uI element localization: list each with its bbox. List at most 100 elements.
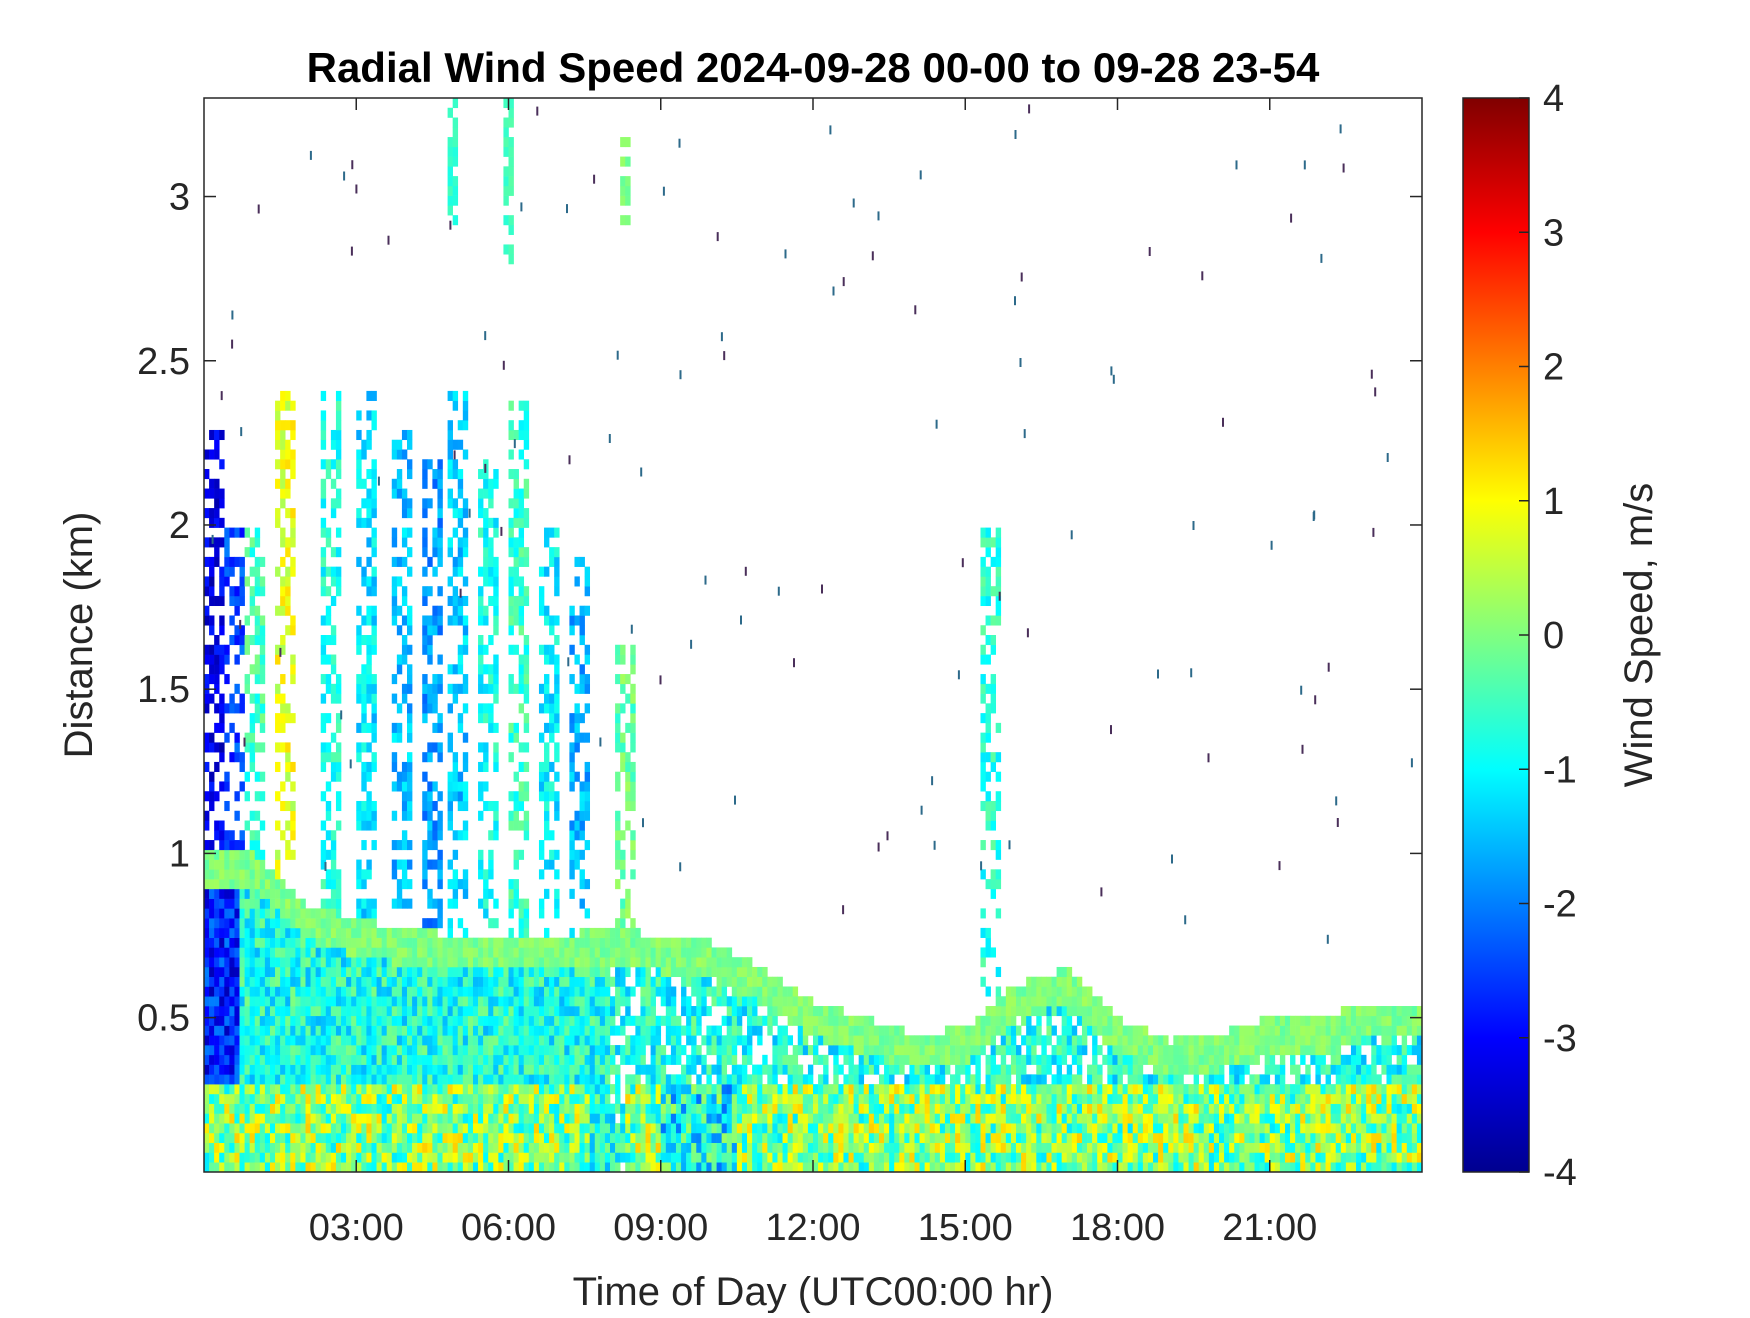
heat-cell (635, 937, 641, 948)
heat-cell (620, 908, 626, 919)
heat-cell (462, 976, 469, 987)
heat-cell (772, 1093, 778, 1104)
heat-cell (747, 1025, 753, 1036)
heat-cell (422, 918, 428, 929)
heat-cell (554, 898, 560, 909)
heat-cell (462, 1093, 469, 1104)
heat-cell (330, 830, 337, 841)
heat-cell (554, 703, 560, 714)
heat-cell (432, 976, 438, 987)
heat-cell (599, 1162, 606, 1172)
heat-cell (579, 820, 585, 831)
heat-cell (559, 1162, 565, 1172)
heat-cell (335, 1123, 342, 1134)
heat-cell (310, 1025, 316, 1036)
heat-cell (407, 761, 413, 772)
heat-cell (985, 722, 991, 733)
heat-cell (275, 742, 281, 753)
heat-cell (432, 1025, 438, 1036)
heat-cell (660, 937, 667, 948)
heat-cell (432, 1152, 438, 1163)
heat-cell (478, 986, 484, 997)
heat-cell (549, 615, 555, 626)
heat-cell (630, 947, 636, 958)
heat-cell (518, 781, 525, 792)
heat-cell (219, 498, 225, 509)
heat-cell (422, 869, 428, 880)
heat-cell (325, 869, 332, 880)
heat-cell (401, 556, 408, 567)
heat-cell (376, 1074, 382, 1085)
heat-cell (493, 517, 499, 528)
heat-cell (209, 644, 215, 655)
heat-cell (325, 1113, 332, 1124)
heat-cell (437, 1103, 443, 1114)
heat-cell (762, 966, 768, 978)
heat-cell (493, 986, 499, 997)
heat-cell (797, 1006, 804, 1017)
heat-cell (219, 1064, 225, 1075)
heat-cell (772, 1035, 778, 1046)
heat-cell (777, 986, 783, 997)
heat-cell (538, 1103, 545, 1114)
heat-cell (544, 537, 550, 548)
heat-cell (584, 1045, 591, 1056)
heat-cell (366, 1074, 372, 1085)
heat-cell (523, 693, 530, 704)
heat-cell (833, 1084, 839, 1095)
heat-cell (523, 976, 530, 987)
heat-cell (726, 1132, 733, 1144)
heat-cell (335, 986, 342, 997)
heat-cell (589, 947, 596, 958)
heat-cell (361, 498, 367, 509)
heat-cell (361, 1152, 367, 1163)
heat-cell (584, 1006, 591, 1017)
heat-cell (447, 1103, 453, 1114)
heat-cell (239, 576, 245, 587)
heat-cell (478, 976, 484, 987)
heat-cell (295, 1006, 301, 1017)
heat-cell (452, 879, 459, 890)
heat-cell (437, 674, 443, 685)
heat-cell (549, 1084, 555, 1095)
heat-cell (610, 1054, 616, 1065)
heat-cell (518, 1093, 525, 1104)
heat-cell (401, 1103, 408, 1114)
heat-cell (315, 1064, 322, 1075)
heat-cell (980, 556, 986, 567)
heat-cell (579, 1123, 585, 1134)
heat-cell (863, 1142, 870, 1153)
heat-cell (711, 1084, 717, 1095)
heat-cell (219, 517, 225, 528)
heat-cell (858, 1142, 865, 1153)
heat-cell (787, 1162, 794, 1172)
heat-cell (508, 1132, 514, 1144)
heat-cell (310, 996, 316, 1007)
heat-cell (579, 732, 585, 743)
heat-cell (335, 410, 342, 421)
heat-cell (579, 830, 585, 841)
heat-cell (508, 625, 514, 636)
heat-cell (792, 1064, 799, 1075)
heat-cell (341, 957, 347, 968)
heat-cell (533, 986, 540, 997)
heat-cell (711, 1142, 717, 1153)
heat-cell (249, 849, 256, 860)
heat-cell (224, 771, 230, 782)
heat-cell (655, 1015, 662, 1026)
heat-cell (559, 1015, 565, 1026)
heat-cell (716, 976, 722, 987)
heat-cell (528, 937, 535, 948)
heat-cell (320, 498, 327, 509)
heat-cell (401, 1123, 408, 1134)
heat-cell (538, 976, 545, 987)
heat-cell (371, 420, 377, 431)
heat-cell (544, 1084, 550, 1095)
heat-cell (508, 644, 514, 655)
heat-cell (366, 722, 372, 733)
heat-cell (447, 683, 453, 694)
heat-cell (650, 976, 656, 987)
heat-cell (533, 1123, 540, 1134)
heat-cell (975, 1015, 981, 1026)
heat-cell (818, 1132, 824, 1144)
